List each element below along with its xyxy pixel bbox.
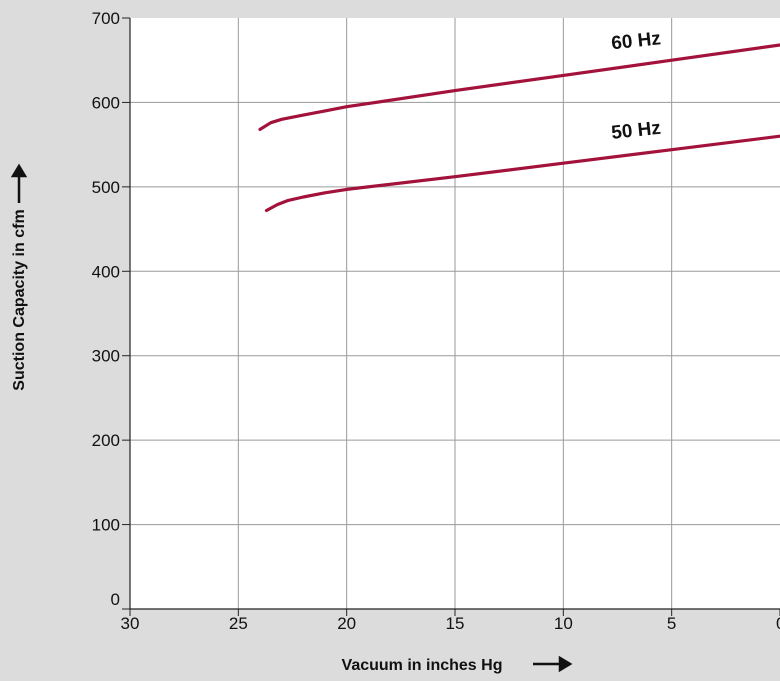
y-tick-label: 100 bbox=[92, 516, 120, 535]
x-tick-label: 30 bbox=[121, 614, 140, 633]
series-label-60-hz: 60 Hz bbox=[610, 28, 662, 54]
x-tick-label: 20 bbox=[337, 614, 356, 633]
series-label-50-hz: 50 Hz bbox=[610, 118, 662, 144]
x-tick-label: 5 bbox=[667, 614, 676, 633]
series-labels: 60 Hz 50 Hz bbox=[610, 28, 662, 144]
y-tick-label: 500 bbox=[92, 178, 120, 197]
y-tick-label: 0 bbox=[111, 590, 120, 609]
y-tick-label: 300 bbox=[92, 347, 120, 366]
y-axis-title: Suction Capacity in cfm bbox=[11, 209, 28, 390]
series-line-60-hz bbox=[258, 43, 780, 131]
y-tick-label: 400 bbox=[92, 262, 120, 281]
ticks: 3025201510500100200300400500600700 bbox=[92, 9, 780, 633]
x-axis-arrow-icon bbox=[533, 655, 573, 673]
y-tick-label: 200 bbox=[92, 431, 120, 450]
x-tick-label: 0 bbox=[776, 614, 780, 633]
x-tick-label: 15 bbox=[446, 614, 465, 633]
series-line-50-hz bbox=[264, 134, 780, 213]
x-tick-label: 25 bbox=[229, 614, 248, 633]
y-tick-label: 700 bbox=[92, 9, 120, 28]
y-axis-arrow-icon bbox=[10, 163, 28, 203]
series-lines bbox=[258, 43, 780, 213]
grid bbox=[130, 18, 780, 609]
x-tick-label: 10 bbox=[554, 614, 573, 633]
x-axis-title: Vacuum in inches Hg bbox=[342, 657, 503, 674]
y-tick-label: 600 bbox=[92, 93, 120, 112]
